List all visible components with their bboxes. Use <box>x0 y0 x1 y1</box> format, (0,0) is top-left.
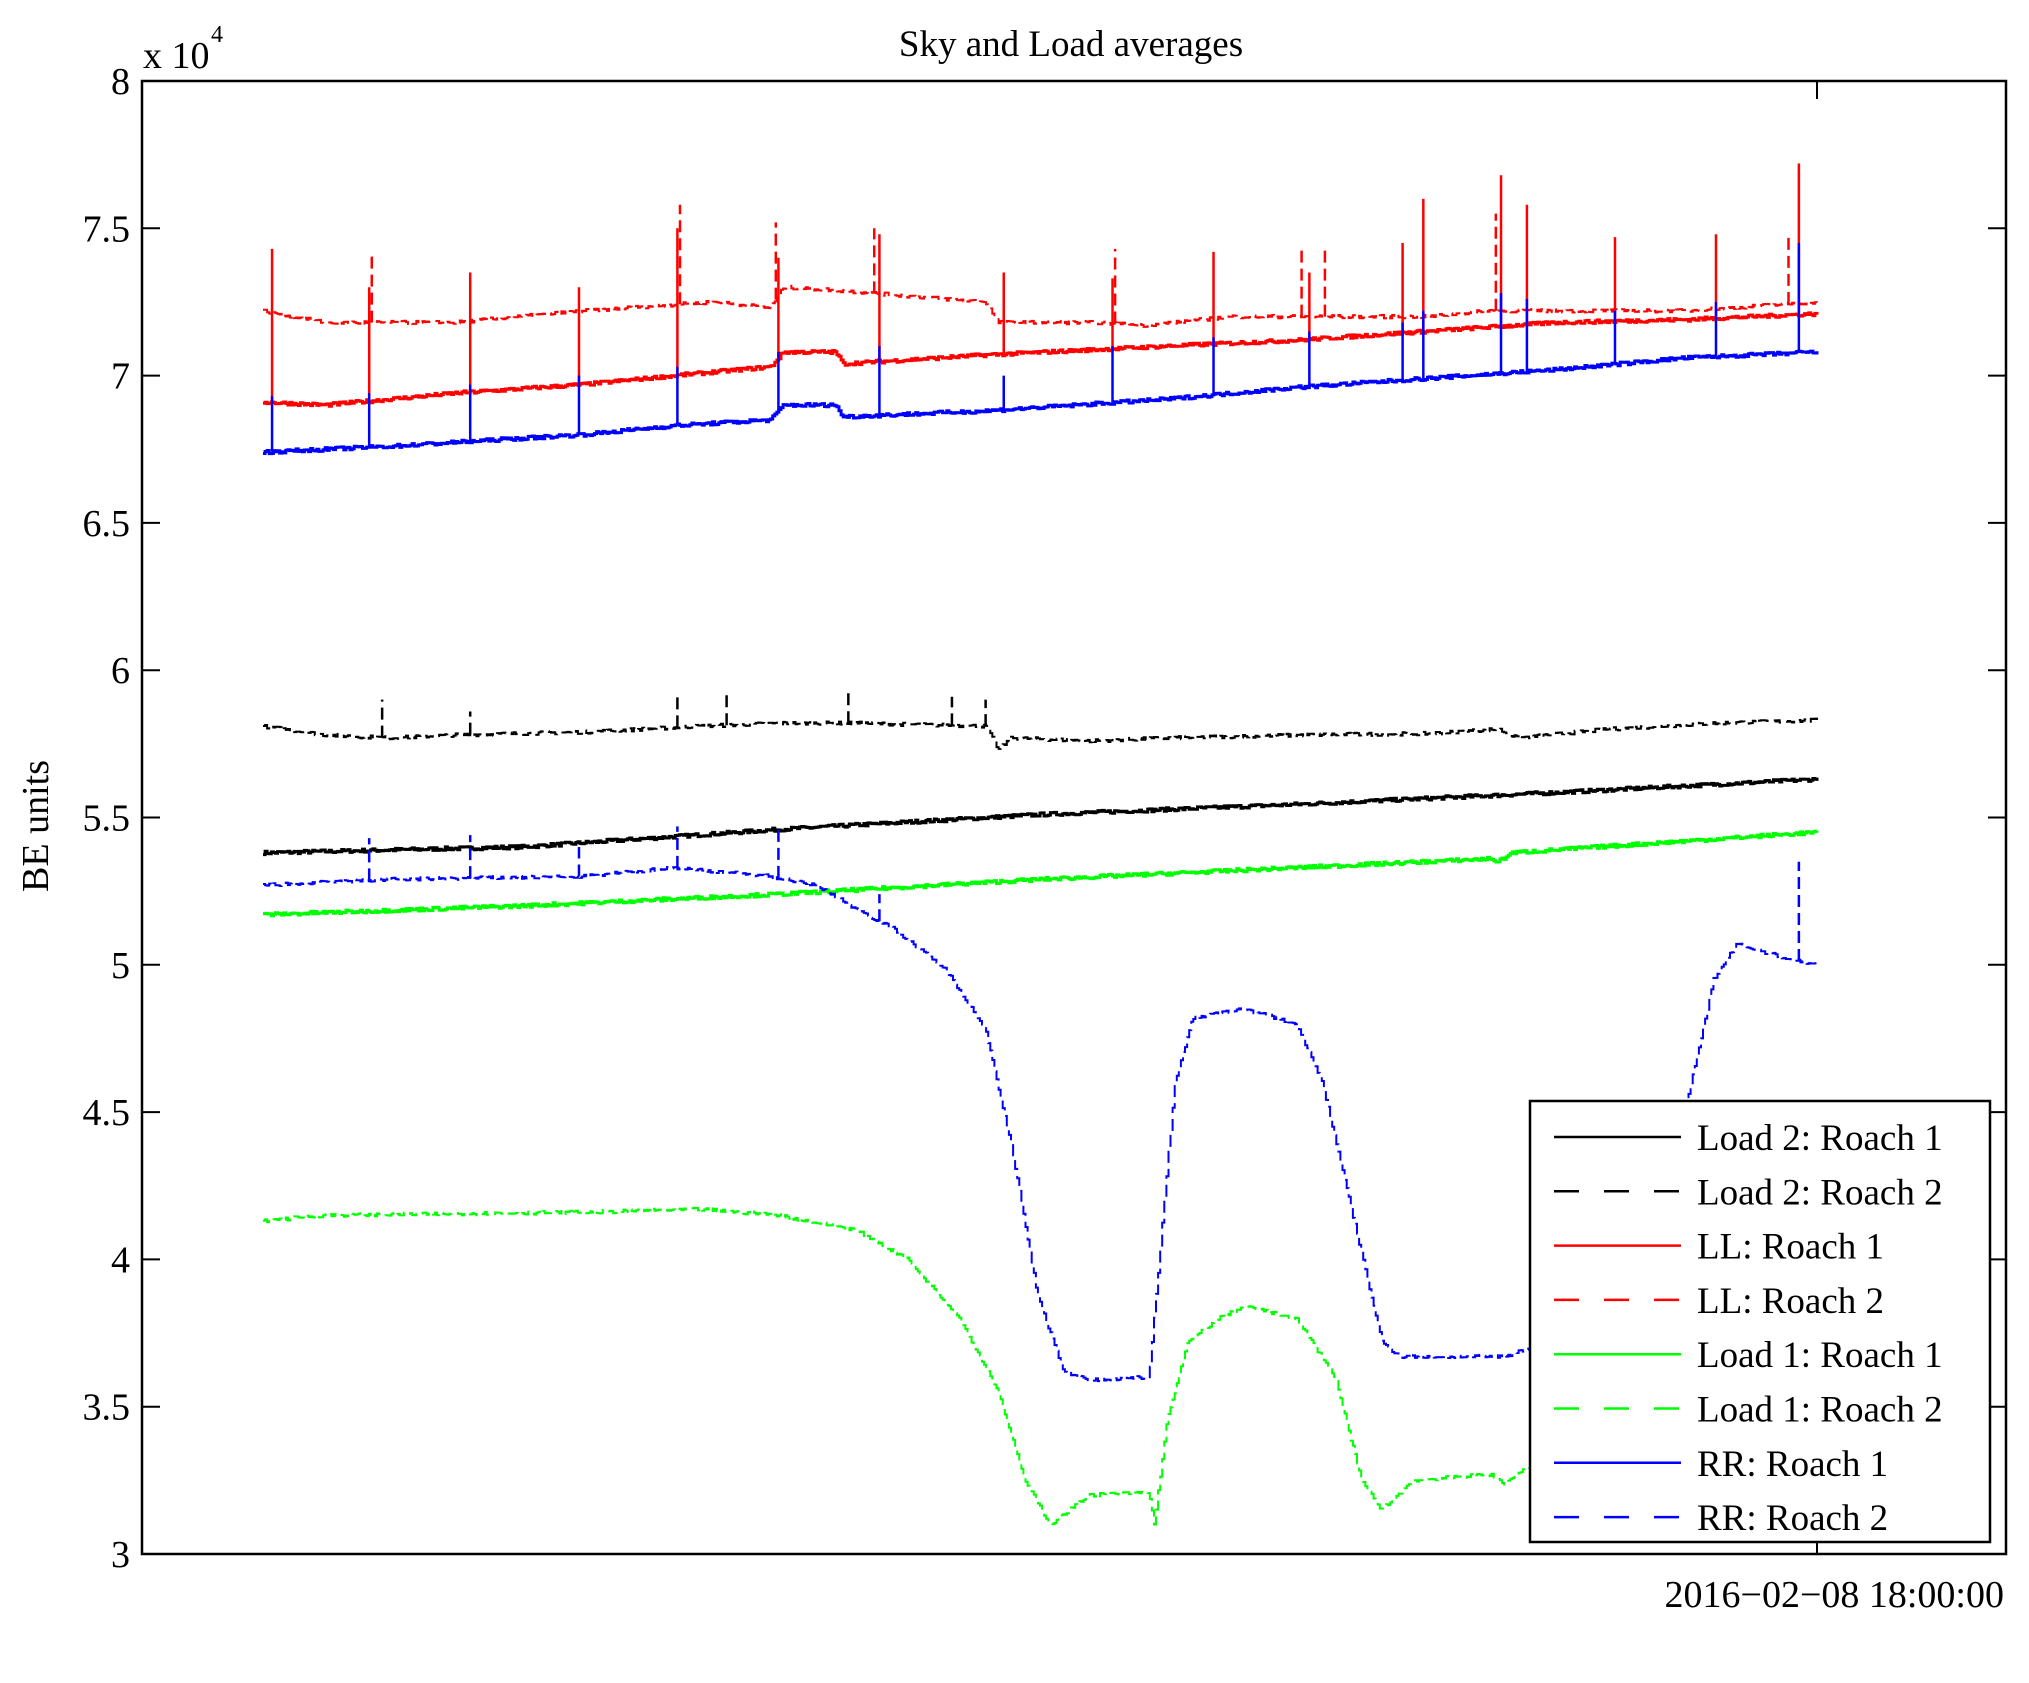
series-line <box>263 829 1819 918</box>
legend-item: LL: Roach 1 <box>1554 1227 1884 1268</box>
series-line <box>263 777 1819 857</box>
series-load-2-roach-1 <box>263 777 1819 857</box>
legend: Load 2: Roach 1 Load 2: Roach 2 LL: Roach … <box>1528 1099 1992 1544</box>
series-rr-roach-1 <box>263 243 1819 456</box>
y-tick-label: 6.5 <box>83 503 131 545</box>
y-multiplier-label: x 10 <box>143 35 210 77</box>
y-tick-label: 8 <box>111 61 130 103</box>
y-tick-label: 7 <box>111 356 130 398</box>
legend-item: Load 1: Roach 1 <box>1554 1335 1943 1376</box>
legend-label: LL: Roach 1 <box>1697 1227 1884 1268</box>
y-tick-label: 4 <box>111 1239 130 1281</box>
legend-item: RR: Roach 1 <box>1554 1444 1888 1485</box>
y-multiplier: x 10 4 <box>143 22 223 77</box>
legend-item: Load 2: Roach 1 <box>1554 1118 1943 1159</box>
y-tick-label: 3 <box>111 1534 130 1576</box>
x-tick-labels: 2016−02−08 18:00:00 <box>1665 1574 2004 1616</box>
chart-title: Sky and Load averages <box>899 24 1243 65</box>
y-tick-label: 5 <box>111 945 130 987</box>
series-load-2-roach-2 <box>263 687 1818 750</box>
legend-label: RR: Roach 1 <box>1697 1444 1888 1485</box>
legend-label: Load 1: Roach 2 <box>1697 1390 1943 1431</box>
legend-item: LL: Roach 2 <box>1554 1281 1884 1322</box>
y-tick-label: 6 <box>111 650 130 692</box>
legend-item: RR: Roach 2 <box>1554 1498 1888 1539</box>
series-line <box>263 717 1818 750</box>
legend-label: LL: Roach 2 <box>1697 1281 1884 1322</box>
legend-label: RR: Roach 2 <box>1697 1498 1888 1539</box>
legend-item: Load 2: Roach 2 <box>1554 1172 1943 1213</box>
y-multiplier-exponent: 4 <box>211 22 223 48</box>
y-tick-label: 4.5 <box>83 1092 131 1134</box>
series-load-1-roach-1 <box>263 829 1819 918</box>
y-tick-label: 7.5 <box>83 208 131 250</box>
y-tick-label: 3.5 <box>83 1387 131 1429</box>
axes-box <box>140 79 2008 1556</box>
legend-item: Load 1: Roach 2 <box>1554 1390 1943 1431</box>
x-tick-label: 2016−02−08 18:00:00 <box>1665 1574 2004 1616</box>
legend-label: Load 1: Roach 1 <box>1697 1335 1943 1376</box>
series-line <box>263 311 1819 408</box>
legend-label: Load 2: Roach 1 <box>1697 1118 1943 1159</box>
y-tick-label: 5.5 <box>83 798 131 840</box>
series-line <box>263 284 1818 328</box>
legend-box <box>1528 1099 1992 1544</box>
series-ll-roach-2 <box>263 204 1818 328</box>
legend-label: Load 2: Roach 2 <box>1697 1172 1943 1213</box>
y-axis-label: BE units <box>15 760 57 892</box>
axis-ticks: 3 3.5 4 4.5 5 5.5 6 6.5 7 7.5 8 <box>83 61 2006 1576</box>
series-line <box>263 349 1819 456</box>
